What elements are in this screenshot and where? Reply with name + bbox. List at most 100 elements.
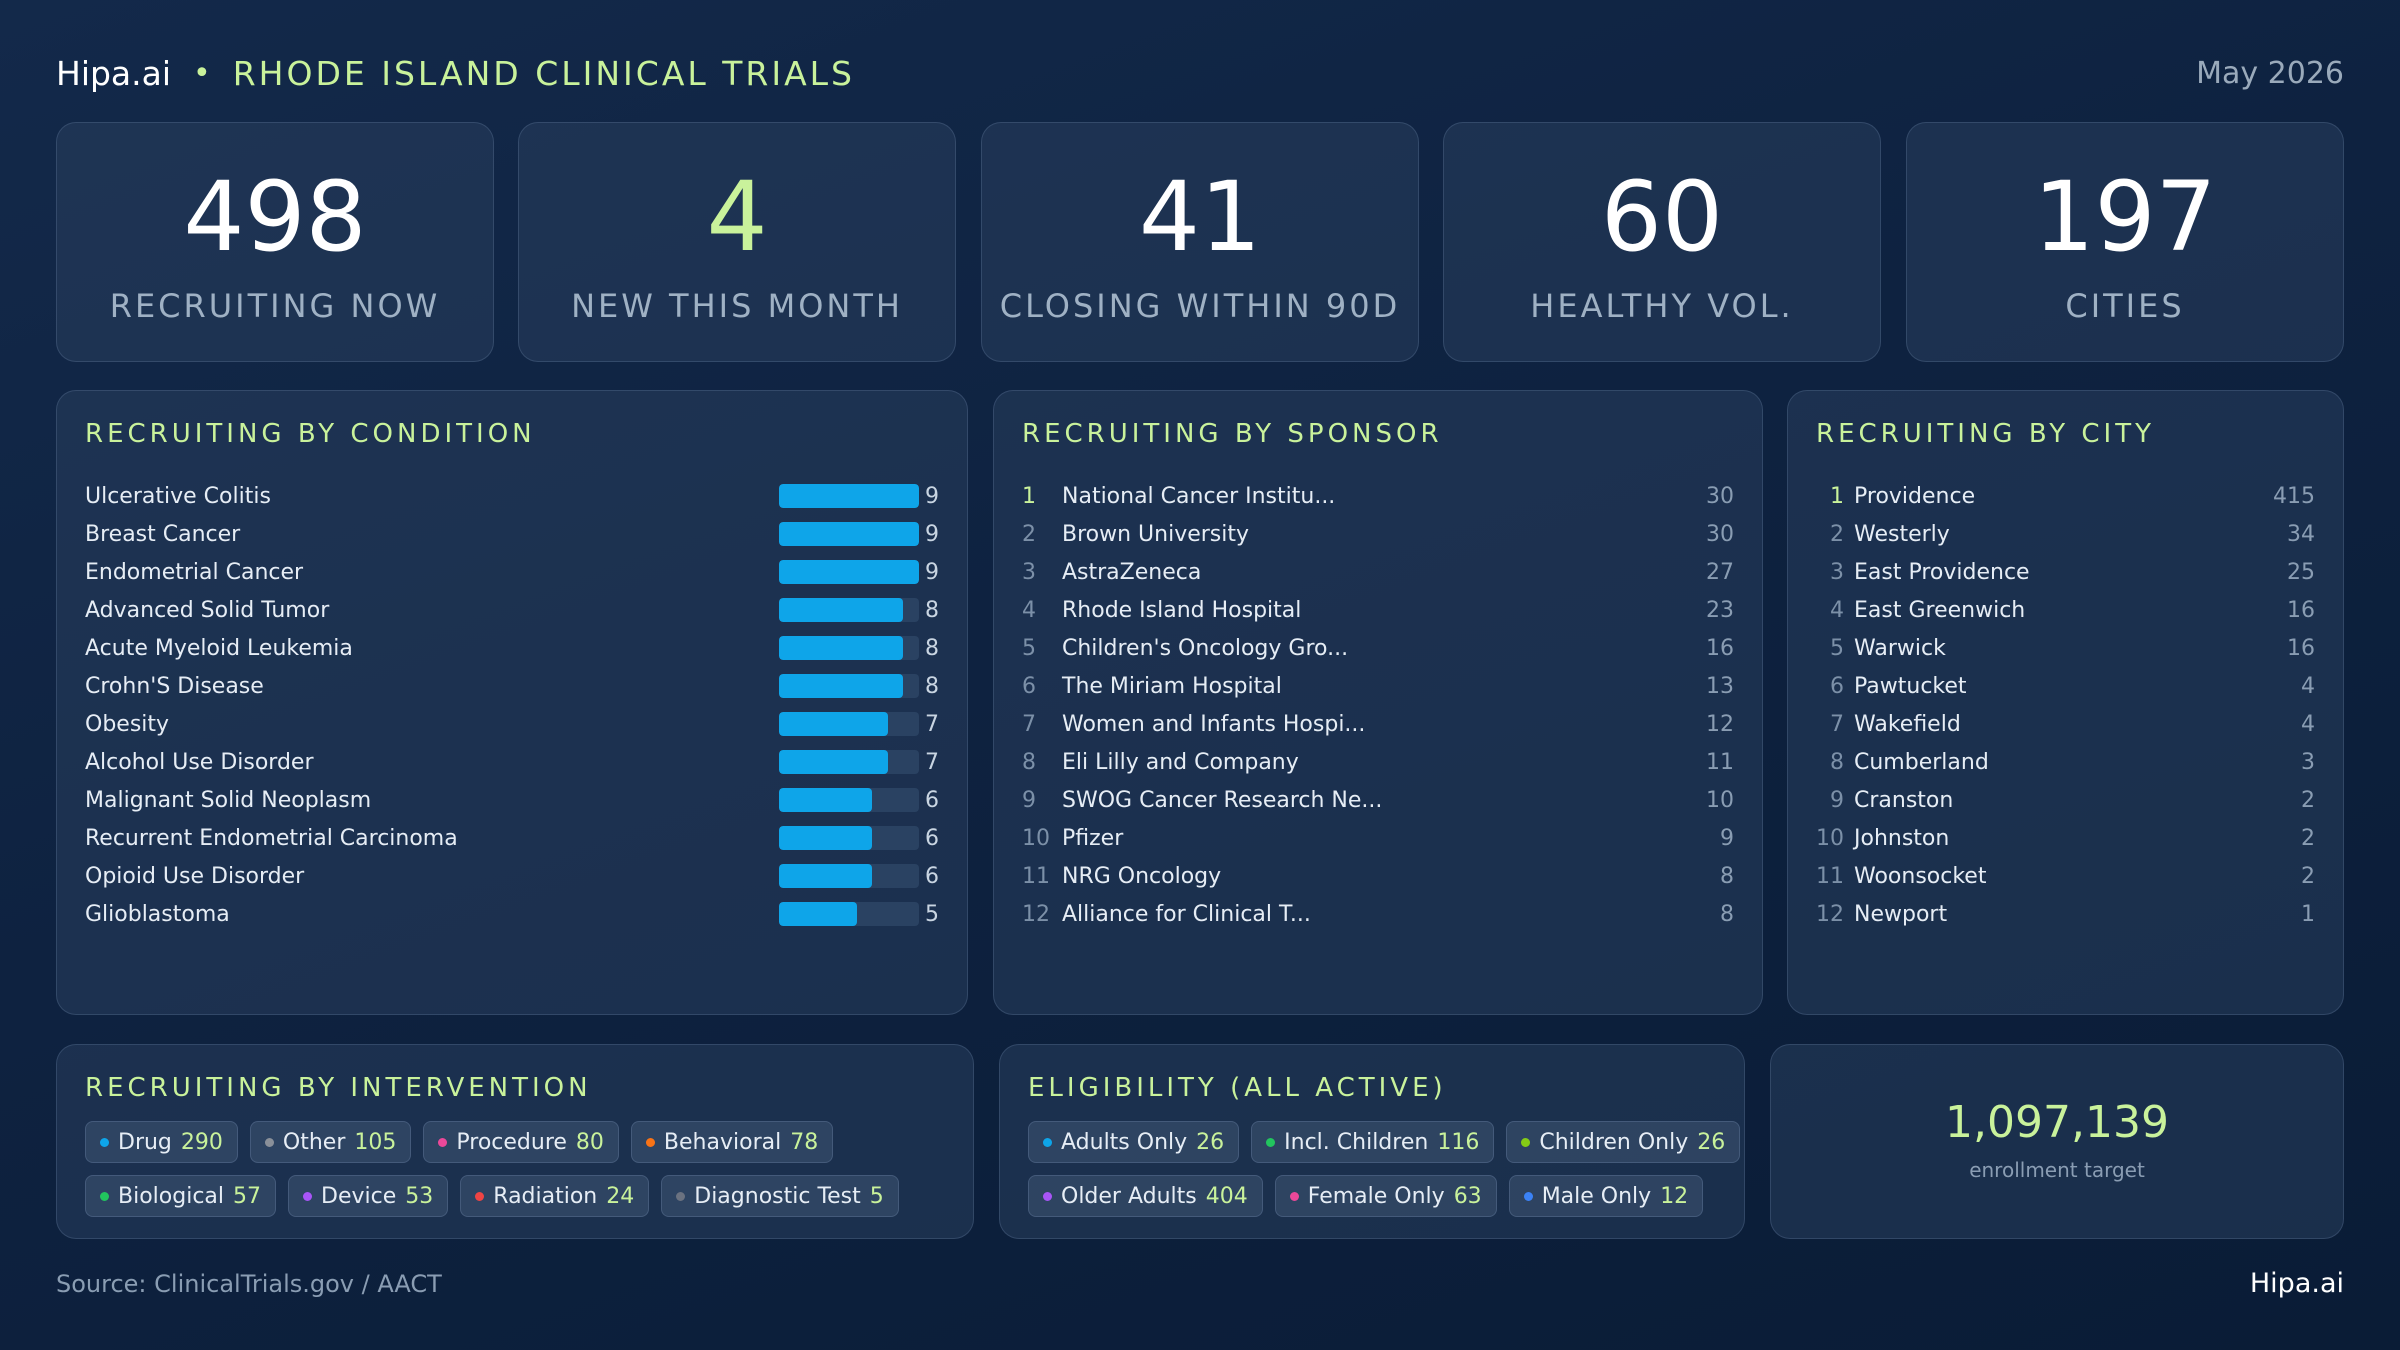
intervention-chip-label: Other <box>282 1129 346 1155</box>
eligibility-chip: Children Only 26 <box>1506 1121 1741 1163</box>
sponsor-name: Pfizer <box>1062 825 1124 851</box>
intervention-chip-label: Biological <box>118 1183 225 1209</box>
condition-bar-track <box>779 560 919 584</box>
eligibility-title: ELIGIBILITY (ALL ACTIVE) <box>1028 1073 1447 1103</box>
condition-row: Obesity 7 <box>85 705 939 743</box>
condition-name: Glioblastoma <box>85 901 230 927</box>
sponsor-rank: 6 <box>1022 673 1036 699</box>
legend-dot-icon <box>1043 1191 1052 1201</box>
kpi-label: HEALTHY VOL. <box>1530 287 1794 325</box>
intervention-chip-value: 24 <box>606 1183 635 1209</box>
sponsor-row: 2 Brown University 30 <box>1022 515 1734 553</box>
sponsor-rank: 7 <box>1022 711 1036 737</box>
city-name: East Providence <box>1854 559 2030 585</box>
sponsor-count: 16 <box>1706 635 1734 661</box>
city-row: 1 Providence 415 <box>1816 477 2315 515</box>
condition-row: Glioblastoma 5 <box>85 895 939 933</box>
condition-count: 7 <box>925 749 939 775</box>
kpi-card-recruiting-now: 498 RECRUITING NOW <box>56 122 494 362</box>
sponsor-rank: 10 <box>1022 825 1050 851</box>
intervention-title: RECRUITING BY INTERVENTION <box>85 1073 592 1103</box>
city-row: 2 Westerly 34 <box>1816 515 2315 553</box>
city-name: Wakefield <box>1854 711 1961 737</box>
brand-name: Hipa.ai <box>56 53 172 93</box>
city-row: 6 Pawtucket 4 <box>1816 667 2315 705</box>
condition-count: 8 <box>925 673 939 699</box>
condition-bar <box>779 788 873 812</box>
condition-bar-track <box>779 788 919 812</box>
intervention-chips: Drug 290 Other 105 Procedure 80 Behavioral 78 Bi… <box>85 1121 945 1229</box>
condition-row: Endometrial Cancer 9 <box>85 553 939 591</box>
city-row: 10 Johnston 2 <box>1816 819 2315 857</box>
intervention-chip-label: Drug <box>118 1129 172 1155</box>
sponsor-count: 13 <box>1706 673 1734 699</box>
kpi-value: 60 <box>1600 161 1724 273</box>
sponsor-name: The Miriam Hospital <box>1062 673 1282 699</box>
sponsor-count: 10 <box>1706 787 1734 813</box>
sponsor-row: 11 NRG Oncology 8 <box>1022 857 1734 895</box>
eligibility-chip-value: 26 <box>1196 1129 1225 1155</box>
intervention-chip-value: 80 <box>575 1129 604 1155</box>
intervention-chip-row: Drug 290 Other 105 Procedure 80 Behavioral 78 <box>85 1121 945 1163</box>
intervention-chip: Device 53 <box>288 1175 449 1217</box>
sponsor-name: National Cancer Institu... <box>1062 483 1336 509</box>
sponsor-count: 12 <box>1706 711 1734 737</box>
eligibility-chip: Older Adults 404 <box>1028 1175 1263 1217</box>
sponsor-title: RECRUITING BY SPONSOR <box>1022 419 1443 449</box>
condition-count: 9 <box>925 559 939 585</box>
condition-count: 8 <box>925 597 939 623</box>
report-date: May 2026 <box>2196 55 2344 91</box>
sponsor-name: Alliance for Clinical T... <box>1062 901 1311 927</box>
sponsor-count: 8 <box>1720 901 1734 927</box>
condition-count: 9 <box>925 483 939 509</box>
eligibility-chip: Female Only 63 <box>1274 1175 1497 1217</box>
eligibility-chip-label: Adults Only <box>1061 1129 1188 1155</box>
city-row: 5 Warwick 16 <box>1816 629 2315 667</box>
condition-bar-track <box>779 636 919 660</box>
legend-dot-icon <box>264 1137 274 1147</box>
condition-bar <box>779 864 873 888</box>
condition-name: Breast Cancer <box>85 521 241 547</box>
intervention-chip-row: Biological 57 Device 53 Radiation 24 Diagnosti… <box>85 1175 945 1217</box>
city-title: RECRUITING BY CITY <box>1816 419 2155 449</box>
eligibility-chip-label: Male Only <box>1541 1183 1652 1209</box>
sponsor-rank: 2 <box>1022 521 1036 547</box>
condition-bar-track <box>779 826 919 850</box>
city-row: 11 Woonsocket 2 <box>1816 857 2315 895</box>
intervention-chip-value: 290 <box>180 1129 223 1155</box>
city-rank: 10 <box>1816 825 1844 851</box>
intervention-chip-value: 105 <box>354 1129 397 1155</box>
city-name: Warwick <box>1854 635 1946 661</box>
condition-bar <box>779 750 888 774</box>
city-name: East Greenwich <box>1854 597 2026 623</box>
condition-name: Advanced Solid Tumor <box>85 597 330 623</box>
city-name: Woonsocket <box>1854 863 1987 889</box>
legend-dot-icon <box>645 1137 655 1147</box>
kpi-card-closing-within-90d: 41 CLOSING WITHIN 90D <box>981 122 1419 362</box>
intervention-chip-value: 5 <box>869 1183 884 1209</box>
eligibility-chip-label: Incl. Children <box>1284 1129 1429 1155</box>
condition-bar-track <box>779 598 919 622</box>
condition-name: Alcohol Use Disorder <box>85 749 314 775</box>
city-row: 3 East Providence 25 <box>1816 553 2315 591</box>
city-name: Newport <box>1854 901 1948 927</box>
eligibility-chip: Incl. Children 116 <box>1251 1121 1495 1163</box>
city-row: 7 Wakefield 4 <box>1816 705 2315 743</box>
intervention-chip-value: 78 <box>790 1129 819 1155</box>
city-count: 2 <box>2301 787 2315 813</box>
kpi-value: 41 <box>1138 161 1262 273</box>
legend-dot-icon <box>303 1191 313 1201</box>
sponsor-name: Women and Infants Hospi... <box>1062 711 1366 737</box>
sponsor-count: 30 <box>1706 483 1734 509</box>
city-rank: 12 <box>1816 901 1844 927</box>
condition-count: 6 <box>925 863 939 889</box>
intervention-chip-label: Behavioral <box>663 1129 782 1155</box>
sponsor-count: 9 <box>1720 825 1734 851</box>
eligibility-chip-label: Female Only <box>1307 1183 1445 1209</box>
eligibility-chip: Male Only 12 <box>1508 1175 1704 1217</box>
condition-bar <box>779 674 904 698</box>
condition-panel: RECRUITING BY CONDITION Ulcerative Colit… <box>56 390 968 1015</box>
footer-brand: Hipa.ai <box>2249 1268 2344 1299</box>
sponsor-rank: 9 <box>1022 787 1036 813</box>
intervention-chip-value: 57 <box>233 1183 262 1209</box>
